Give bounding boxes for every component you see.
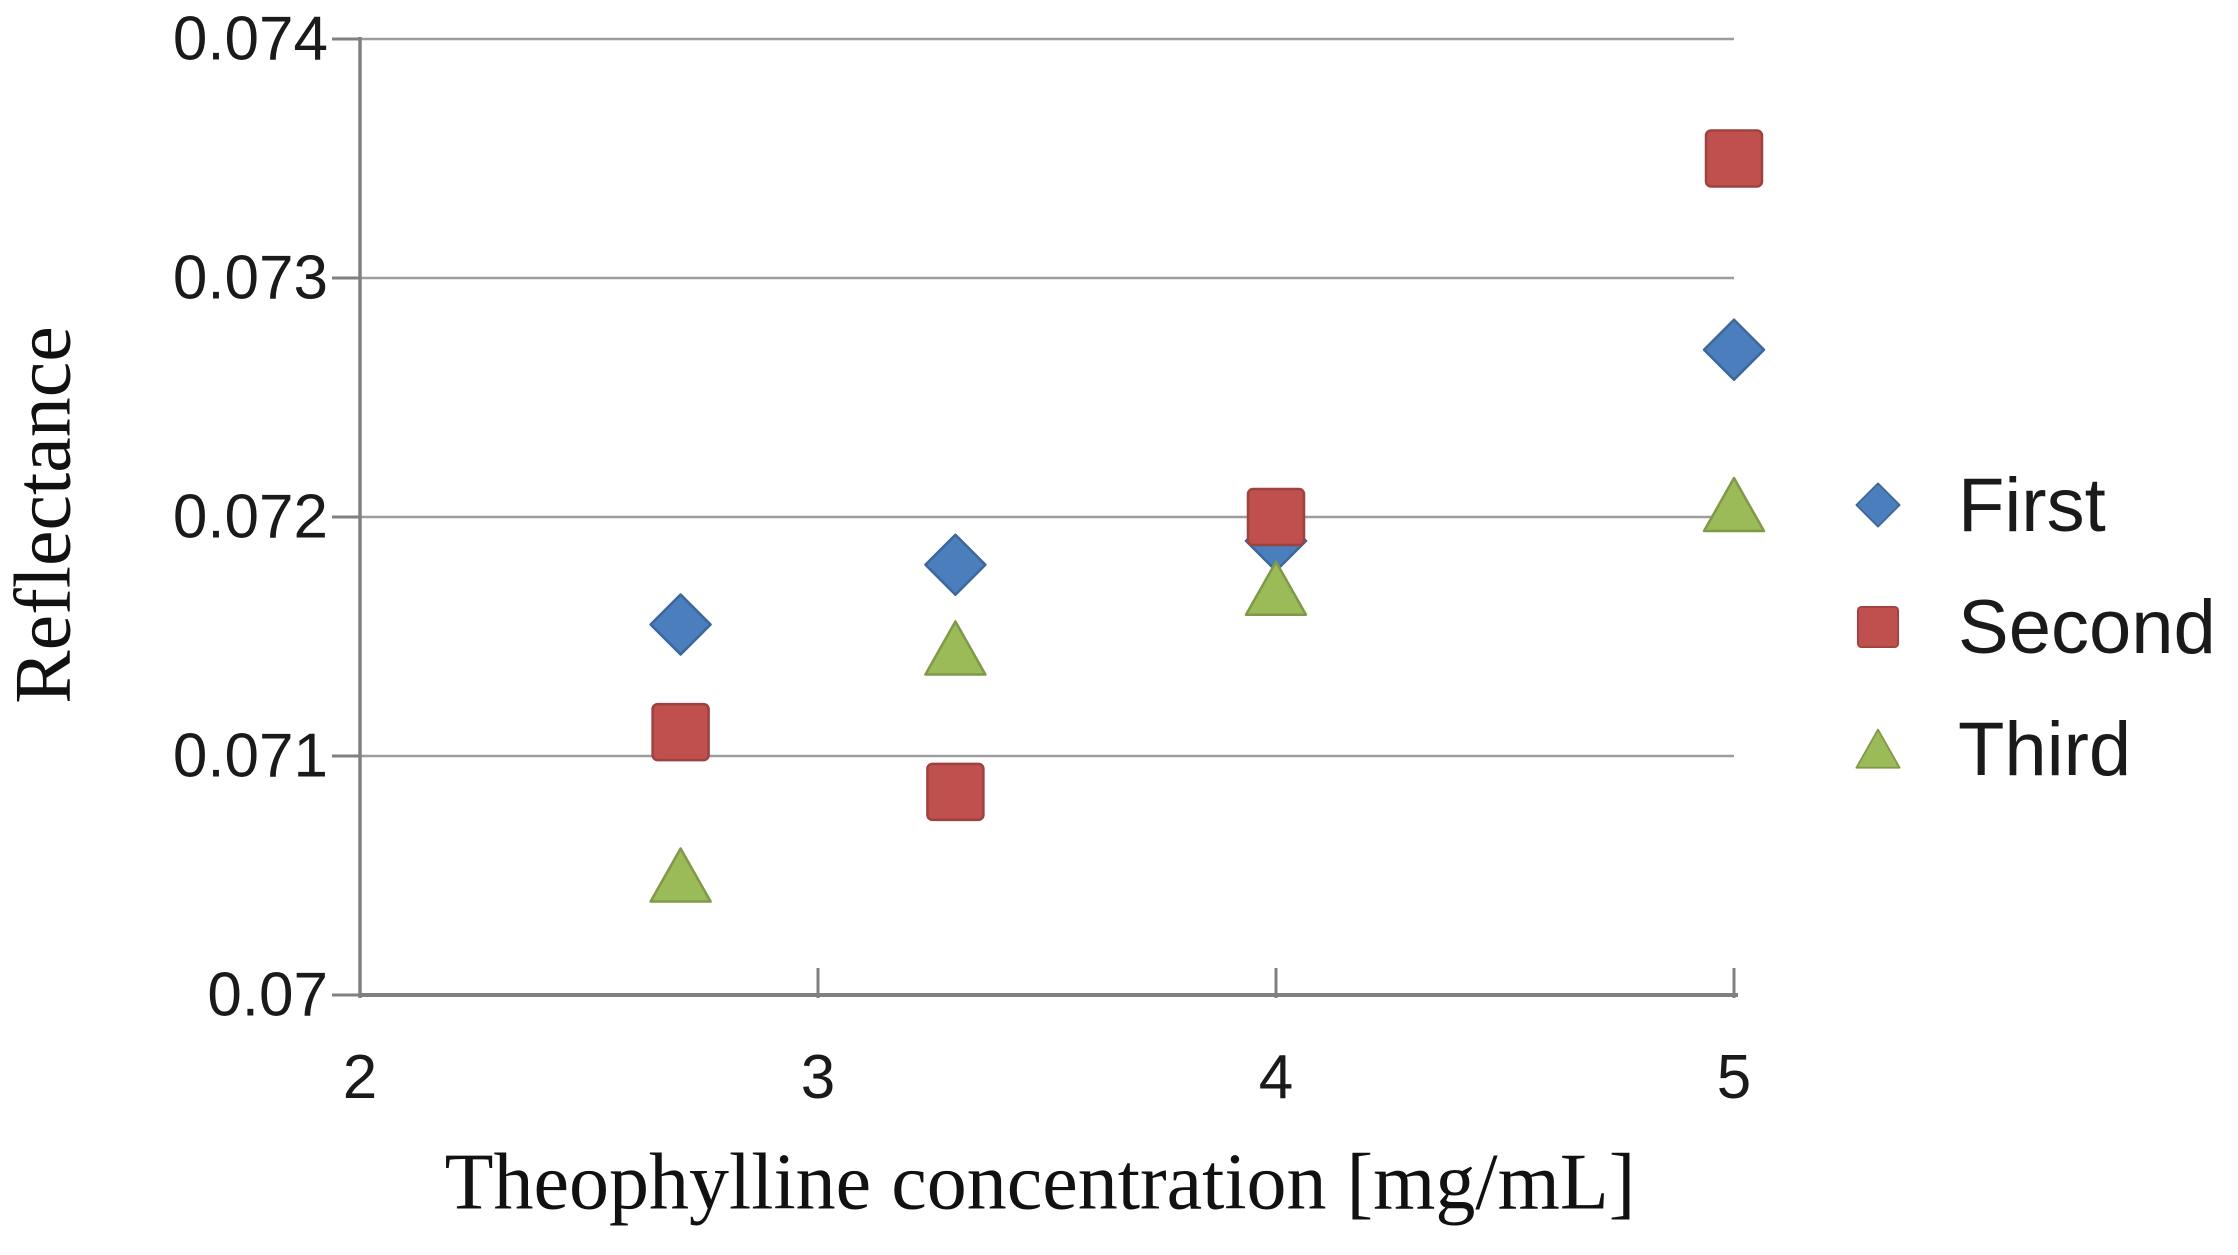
legend-item-second: Second — [1852, 566, 2216, 688]
x-tick-label: 4 — [1259, 1043, 1293, 1112]
legend-label-first: First — [1958, 462, 2106, 548]
point-second-3 — [1246, 487, 1306, 547]
point-first-4 — [1702, 318, 1766, 381]
point-first-2 — [924, 533, 987, 597]
y-tick-label: 0.074 — [173, 5, 328, 74]
point-third-4 — [1702, 476, 1766, 533]
point-third-1 — [649, 847, 712, 903]
point-first-1 — [649, 593, 712, 656]
legend-item-first: First — [1852, 444, 2216, 566]
y-tick-label: 0.07 — [207, 961, 328, 1030]
legend-label-second: Second — [1958, 584, 2216, 670]
legend-item-third: Third — [1852, 688, 2216, 810]
third-series-marker-icon — [1855, 728, 1901, 769]
second-series-marker-icon — [1856, 605, 1900, 649]
point-second-1 — [651, 702, 710, 762]
y-axis-title: Reflectance — [0, 326, 88, 704]
legend-label-third: Third — [1958, 706, 2132, 792]
y-tick-label: 0.072 — [173, 483, 328, 552]
point-third-2 — [924, 620, 987, 676]
y-tick-label: 0.071 — [173, 722, 328, 791]
y-tick-label: 0.073 — [173, 244, 328, 313]
x-tick-label: 5 — [1717, 1043, 1751, 1112]
first-marker-shape-icon — [1855, 482, 1901, 528]
second-marker-shape-icon — [1856, 605, 1900, 649]
x-tick-label: 2 — [343, 1043, 377, 1112]
legend: First Second Third — [1852, 444, 2216, 810]
third-marker-shape-icon — [1855, 728, 1901, 769]
x-tick-label: 3 — [801, 1043, 835, 1112]
point-second-2 — [926, 762, 985, 822]
x-axis-title: Theophylline concentration [mg/mL] — [444, 1138, 1636, 1227]
point-third-3 — [1244, 560, 1308, 616]
first-series-marker-icon — [1855, 482, 1901, 528]
point-second-4 — [1704, 129, 1764, 188]
